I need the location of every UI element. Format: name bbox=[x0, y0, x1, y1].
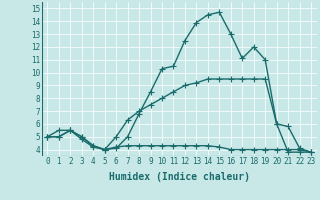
X-axis label: Humidex (Indice chaleur): Humidex (Indice chaleur) bbox=[109, 172, 250, 182]
